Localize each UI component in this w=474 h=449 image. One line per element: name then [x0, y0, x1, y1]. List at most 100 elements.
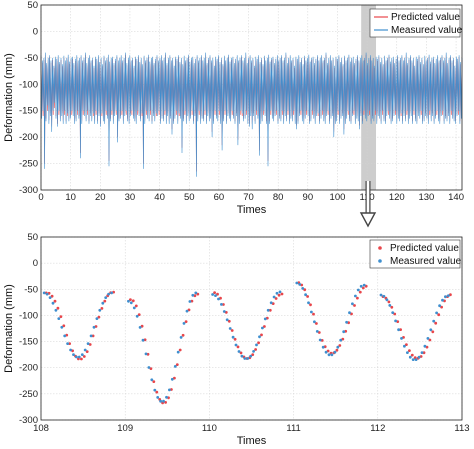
measured-point	[66, 342, 69, 345]
y-tick-label: -200	[19, 132, 38, 143]
measured-point	[147, 366, 151, 369]
predicted-point	[137, 313, 141, 316]
y-tick-label: -150	[19, 337, 38, 348]
x-tick-label: 140	[448, 192, 464, 203]
measured-point	[246, 357, 250, 360]
predicted-point	[341, 337, 345, 341]
measured-point	[351, 302, 354, 306]
measured-point	[318, 338, 322, 342]
measured-point	[315, 330, 319, 333]
measured-point	[249, 354, 253, 358]
predicted-point	[152, 380, 156, 383]
x-tick-label: 50	[184, 192, 195, 203]
predicted-point	[251, 353, 255, 356]
measured-point	[237, 350, 241, 353]
measured-point	[188, 300, 192, 303]
predicted-point	[175, 363, 179, 366]
measured-point	[400, 337, 403, 340]
top-plot-frame	[40, 4, 463, 191]
predicted-point	[233, 337, 237, 341]
predicted-point	[274, 297, 278, 300]
legend-predicted-marker	[378, 246, 382, 250]
predicted-point	[181, 333, 185, 337]
measured-point	[69, 348, 72, 352]
y-tick-label: 50	[27, 232, 38, 243]
measured-point	[138, 326, 142, 329]
predicted-point	[268, 308, 272, 312]
predicted-point	[303, 288, 307, 292]
measured-point	[51, 301, 55, 305]
measured-point	[272, 295, 276, 299]
measured-point	[45, 292, 49, 296]
predicted-point	[97, 315, 101, 319]
predicted-point	[227, 319, 231, 323]
predicted-point	[239, 351, 243, 355]
measured-point	[429, 328, 433, 332]
x-tick-label: 90	[303, 192, 314, 203]
x-tick-label: 130	[418, 192, 434, 203]
predicted-point	[213, 291, 217, 294]
measured-point	[86, 342, 90, 345]
measured-point	[173, 365, 177, 368]
measured-point	[170, 377, 174, 381]
measured-point	[420, 351, 424, 354]
measured-point	[132, 306, 136, 310]
measured-point	[263, 317, 267, 321]
measured-point	[348, 311, 351, 315]
y-tick-label: 50	[27, 0, 38, 11]
y-tick-label: -250	[19, 389, 38, 400]
measured-point	[231, 335, 235, 339]
predicted-point	[356, 296, 359, 300]
measured-point	[60, 325, 64, 329]
measured-point	[432, 319, 436, 323]
bottom-series	[42, 281, 452, 405]
measured-point	[240, 354, 244, 358]
measured-point	[48, 296, 52, 299]
x-tick-label: 100	[330, 192, 346, 203]
measured-point	[63, 334, 67, 338]
predicted-point	[257, 341, 260, 345]
measured-point	[179, 336, 183, 339]
predicted-point	[88, 343, 92, 346]
measured-point	[301, 287, 305, 290]
top-legend: Predicted value Measured value	[369, 8, 463, 38]
measured-point	[304, 293, 307, 297]
predicted-point	[277, 293, 281, 297]
predicted-point	[236, 345, 240, 349]
x-tick-label: 112	[370, 423, 385, 434]
series-line-measured	[40, 52, 463, 177]
measured-point	[307, 301, 310, 305]
measured-point	[388, 304, 392, 307]
measured-point	[156, 396, 160, 399]
measured-point	[42, 291, 46, 295]
measured-point	[354, 294, 357, 298]
x-tick-label: 80	[273, 192, 284, 203]
y-tick-label: -150	[19, 106, 38, 117]
measured-point	[252, 350, 256, 353]
predicted-point	[56, 306, 60, 310]
top-chart: 0102030405060708090100110120130140500-50…	[3, 0, 464, 216]
predicted-point	[335, 348, 339, 352]
measured-point	[107, 292, 110, 296]
measured-point	[266, 308, 270, 312]
measured-point	[141, 338, 145, 342]
x-tick-label: 108	[33, 423, 49, 434]
x-tick-label: 10	[65, 192, 76, 203]
predicted-point	[91, 334, 95, 338]
predicted-point	[434, 321, 438, 325]
x-tick-label: 60	[214, 192, 225, 203]
predicted-point	[216, 292, 219, 296]
measured-point	[298, 283, 302, 286]
measured-point	[324, 350, 328, 354]
measured-point	[176, 350, 180, 354]
predicted-point	[82, 355, 86, 358]
measured-point	[220, 303, 223, 306]
measured-point	[135, 314, 139, 318]
measured-point	[397, 328, 400, 332]
legend-predicted-label: Predicted value	[391, 12, 460, 23]
predicted-point	[431, 330, 435, 334]
predicted-point	[358, 290, 362, 294]
predicted-point	[143, 338, 147, 342]
predicted-point	[85, 350, 89, 353]
